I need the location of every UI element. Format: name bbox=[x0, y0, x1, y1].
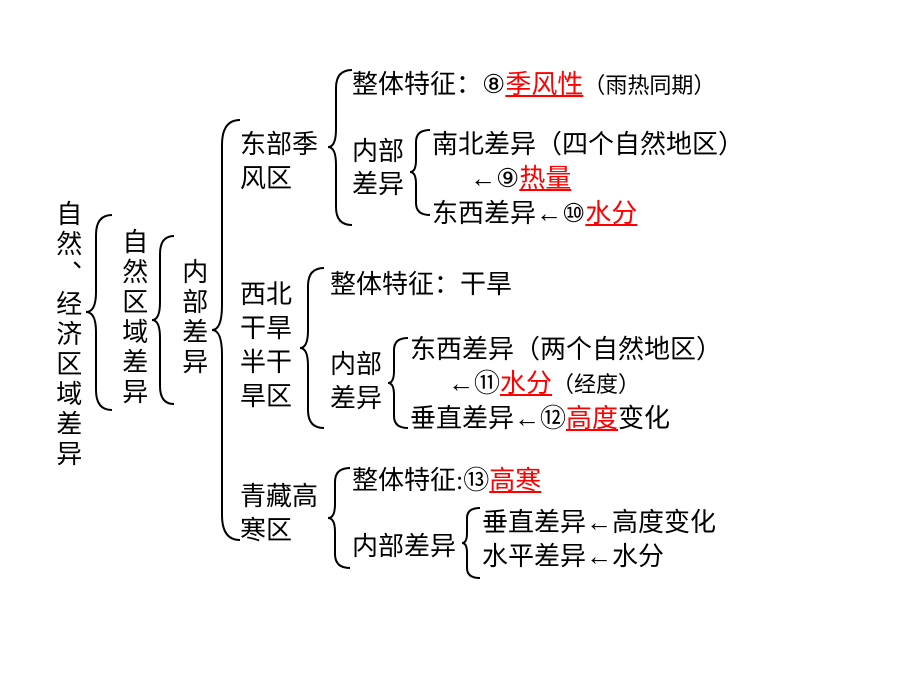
r1-overall-label: 整体特征： bbox=[352, 70, 482, 99]
r1-ew-num: ⑩ bbox=[562, 197, 585, 231]
r1-ns-num: ⑨ bbox=[496, 162, 519, 196]
r1-overall-num: ⑧ bbox=[482, 68, 505, 102]
r1-overall-key: 季风性 bbox=[505, 70, 583, 99]
r2-ew-key: 水分 bbox=[500, 369, 552, 398]
brace-region2 bbox=[300, 268, 324, 428]
region2-line1: 西北 bbox=[240, 278, 292, 312]
r3-overall-num: ⑬ bbox=[463, 464, 489, 498]
r1-ew: 东西差异←⑩水分 bbox=[432, 197, 637, 231]
r3-inner: 内部差异 bbox=[352, 530, 456, 564]
brace-root bbox=[86, 215, 112, 410]
r2-ew-num: ⑪ bbox=[474, 367, 500, 401]
r2-vz-key: 高度 bbox=[566, 404, 618, 433]
region3-line1: 青藏高 bbox=[240, 480, 318, 514]
r3-vz: 垂直差异←高度变化 bbox=[482, 506, 716, 540]
r1-ns-key: 热量 bbox=[519, 164, 571, 193]
region2-line4: 旱区 bbox=[240, 380, 292, 414]
r2-vz: 垂直差异←⑫高度变化 bbox=[410, 402, 670, 436]
brace-l2a bbox=[152, 236, 174, 404]
region1-line2: 风区 bbox=[240, 162, 292, 196]
brace-r3-inner bbox=[462, 508, 480, 578]
r1-overall-note: （雨热同期） bbox=[583, 73, 715, 98]
root-label: 自然︑经济区域差异 bbox=[50, 200, 84, 470]
r2-vz-text: 垂直差异← bbox=[410, 404, 540, 433]
level2a-label: 自然区域差异 bbox=[116, 228, 150, 408]
r2-vz-suffix: 变化 bbox=[618, 404, 670, 433]
brace-r1-inner bbox=[410, 130, 430, 215]
r2-vz-num: ⑫ bbox=[540, 402, 566, 436]
r2-inner1: 内部 bbox=[330, 348, 382, 382]
r2-ew-arrow: ← bbox=[448, 369, 474, 398]
r1-ns-arrow: ← bbox=[470, 164, 496, 193]
r2-ew-line2: ←⑪水分（经度） bbox=[448, 367, 640, 401]
r1-ew-text: 东西差异← bbox=[432, 199, 562, 228]
brace-region1 bbox=[328, 70, 352, 225]
r2-ew-note: （经度） bbox=[552, 372, 640, 397]
r2-ew-text: 东西差异（两个自然地区） bbox=[410, 333, 722, 367]
r2-overall-label: 整体特征： bbox=[330, 270, 460, 299]
r1-ns-line2: ←⑨热量 bbox=[470, 162, 571, 196]
r1-ns-text: 南北差异（四个自然地区） bbox=[432, 128, 744, 162]
r1-ew-key: 水分 bbox=[585, 199, 637, 228]
r2-overall-key: 干旱 bbox=[460, 270, 512, 299]
r1-inner2: 差异 bbox=[352, 168, 404, 202]
region2-line3: 半干 bbox=[240, 346, 292, 380]
r3-overall-key: 高寒 bbox=[489, 466, 541, 495]
r1-overall: 整体特征：⑧季风性（雨热同期） bbox=[352, 68, 715, 102]
region1-line1: 东部季 bbox=[240, 128, 318, 162]
r3-overall: 整体特征:⑬高寒 bbox=[352, 464, 541, 498]
brace-region3 bbox=[328, 468, 350, 568]
r3-overall-label: 整体特征: bbox=[352, 466, 463, 495]
r3-hz: 水平差异←水分 bbox=[482, 540, 664, 574]
r1-inner1: 内部 bbox=[352, 135, 404, 169]
r2-overall: 整体特征：干旱 bbox=[330, 268, 512, 302]
r2-inner2: 差异 bbox=[330, 382, 382, 416]
level2b-label: 内部差异 bbox=[176, 258, 210, 378]
region3-line2: 寒区 bbox=[240, 514, 292, 548]
brace-r2-inner bbox=[388, 338, 408, 428]
brace-l2b bbox=[212, 120, 240, 540]
region2-line2: 干旱 bbox=[240, 312, 292, 346]
